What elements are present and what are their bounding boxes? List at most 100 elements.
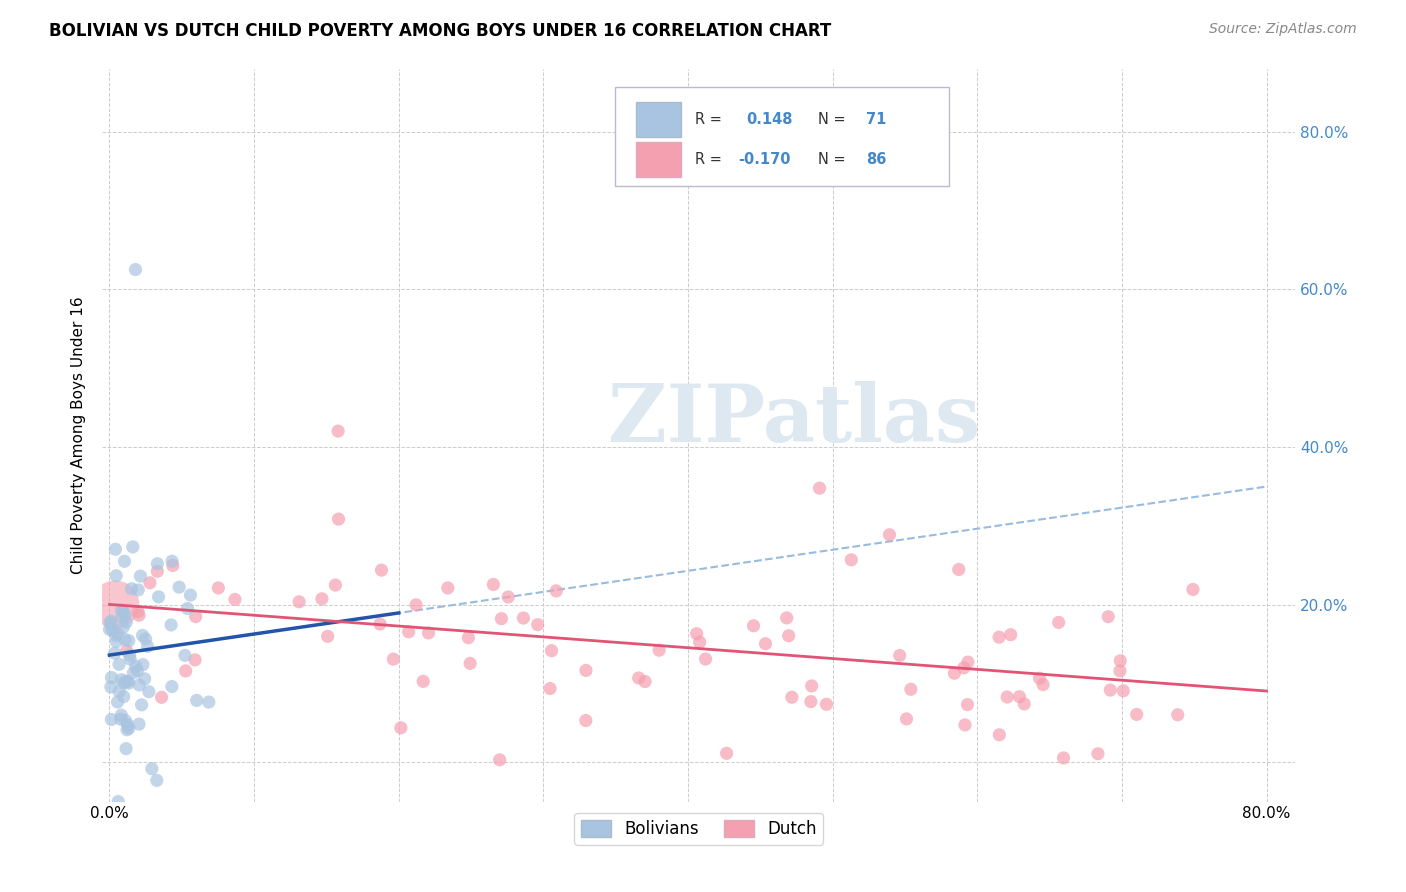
Point [1167,707,1189,722]
Point [115,723,138,737]
Point [382,652,405,666]
Point [117,717,139,731]
Text: N =: N = [818,112,851,128]
Point [1109,664,1132,678]
Point [948,562,970,576]
Text: R =: R = [695,112,727,128]
Point [184,653,207,667]
Point [162,558,184,573]
Point [988,728,1011,742]
Point [995,690,1018,704]
Point [368,617,391,632]
Point [174,664,197,678]
Point [1000,628,1022,642]
Point [952,661,974,675]
Point [776,611,799,625]
Point [436,581,458,595]
Point [184,609,207,624]
Point [370,563,392,577]
Text: Source: ZipAtlas.com: Source: ZipAtlas.com [1209,22,1357,37]
Point [1028,671,1050,685]
Point [896,712,918,726]
Point [101,622,124,636]
Point [526,617,548,632]
Point [405,598,427,612]
Point [575,664,598,678]
Point [131,698,153,712]
Point [98,623,121,637]
Point [160,680,183,694]
Point [148,590,170,604]
Point [115,643,138,657]
Point [988,630,1011,644]
Point [128,678,150,692]
Point [488,753,510,767]
Point [167,580,190,594]
Point [634,674,657,689]
Point [900,682,922,697]
Bar [636,142,681,177]
Point [839,553,862,567]
Point [100,614,122,628]
Text: 71: 71 [866,112,886,128]
Text: R =: R = [695,152,727,167]
Point [110,712,132,726]
Point [134,672,156,686]
Point [512,611,534,625]
Point [127,582,149,597]
Point [101,624,124,638]
Text: -0.170: -0.170 [738,152,790,167]
Point [107,695,129,709]
Point [685,626,707,640]
FancyBboxPatch shape [616,87,949,186]
Point [389,721,412,735]
Point [546,583,568,598]
Legend: Bolivians, Dutch: Bolivians, Dutch [574,813,824,845]
Point [412,674,434,689]
Point [138,684,160,698]
Point [118,676,141,690]
Point [956,698,979,712]
Point [176,601,198,615]
Point [398,624,420,639]
Point [186,693,208,707]
Point [112,605,135,619]
Point [121,582,143,596]
Point [111,609,134,624]
Point [160,554,183,568]
Point [742,619,765,633]
Y-axis label: Child Poverty Among Boys Under 16: Child Poverty Among Boys Under 16 [72,296,86,574]
Point [104,628,127,642]
Point [491,612,513,626]
Point [325,578,347,592]
Point [110,603,132,617]
Point [1181,582,1204,597]
Point [110,673,132,687]
Point [128,717,150,731]
Point [131,628,153,642]
Point [146,557,169,571]
Point [1099,683,1122,698]
Point [100,680,122,694]
Point [146,564,169,578]
Point [179,588,201,602]
Point [118,648,141,662]
Point [540,643,562,657]
Point [129,569,152,583]
Point [496,590,519,604]
Point [100,671,122,685]
Point [1087,747,1109,761]
Point [132,657,155,672]
Point [127,664,149,678]
Point [122,665,145,680]
Point [112,620,135,634]
Point [800,679,823,693]
Point [104,646,127,660]
Point [160,618,183,632]
Point [815,698,838,712]
Point [316,629,339,643]
Point [288,595,311,609]
Point [326,424,349,438]
Point [943,666,966,681]
Point [1047,615,1070,630]
